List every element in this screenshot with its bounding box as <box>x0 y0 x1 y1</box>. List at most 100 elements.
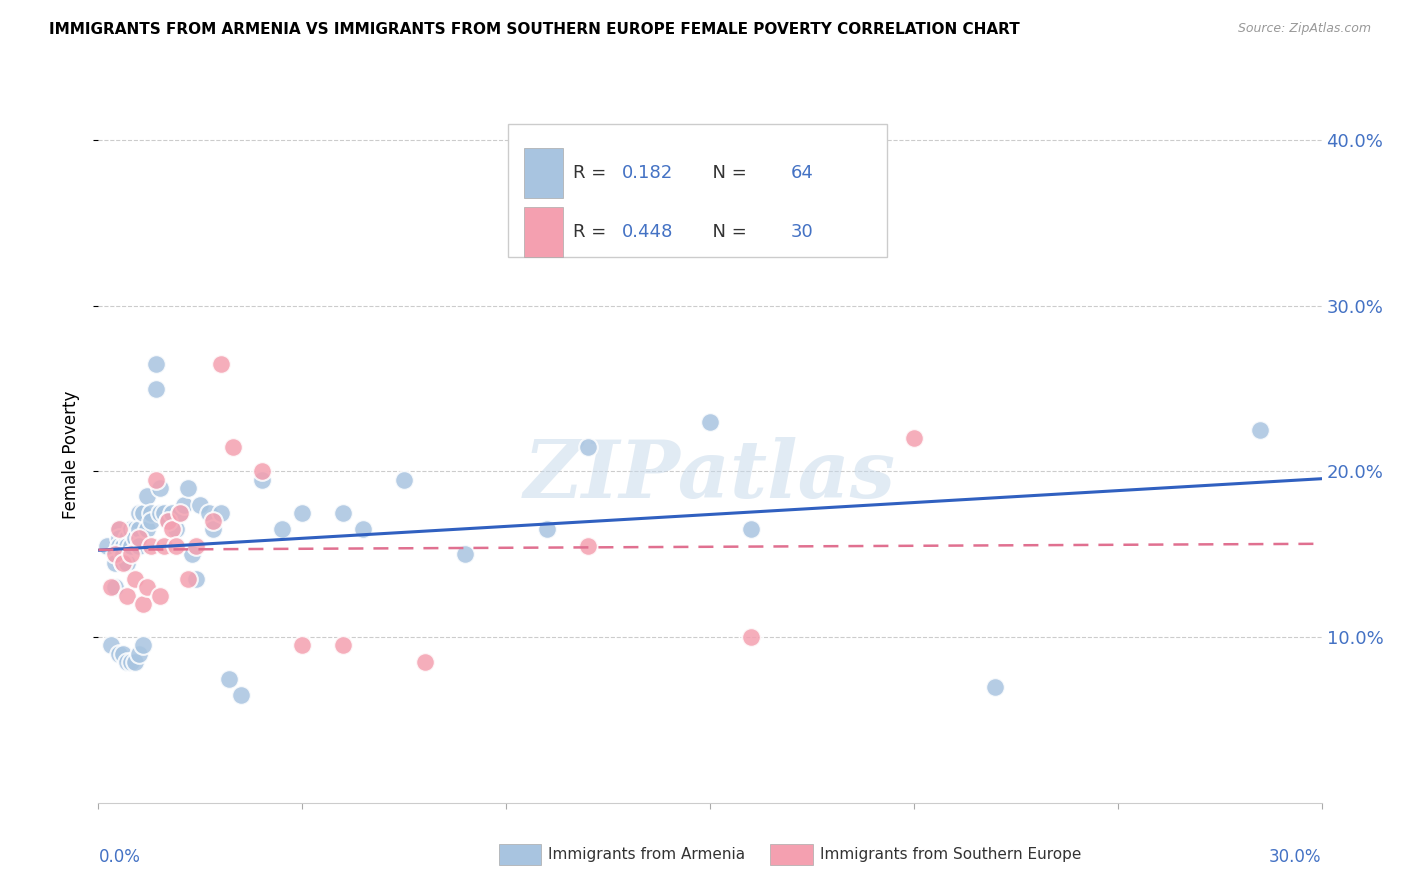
Point <box>100 581 122 595</box>
Text: 0.182: 0.182 <box>621 164 673 182</box>
Point <box>156 514 179 528</box>
Point <box>149 589 172 603</box>
Point <box>156 514 179 528</box>
Point <box>201 514 224 528</box>
Point <box>177 572 200 586</box>
Point <box>454 547 477 561</box>
Y-axis label: Female Poverty: Female Poverty <box>62 391 80 519</box>
Point <box>165 539 187 553</box>
Point <box>576 440 599 454</box>
Point <box>291 639 314 653</box>
Point <box>222 440 245 454</box>
Point <box>169 506 191 520</box>
Point <box>124 531 146 545</box>
Point <box>120 523 142 537</box>
Point <box>120 547 142 561</box>
Point <box>160 523 183 537</box>
Point <box>104 547 127 561</box>
Point <box>209 506 232 520</box>
Point <box>231 688 253 702</box>
Point <box>181 547 204 561</box>
FancyBboxPatch shape <box>524 148 564 198</box>
Point <box>145 357 167 371</box>
Point <box>120 539 142 553</box>
Point <box>128 523 150 537</box>
Point <box>149 481 172 495</box>
Text: 30.0%: 30.0% <box>1270 848 1322 866</box>
Point <box>128 539 150 553</box>
Point <box>270 523 294 537</box>
Point <box>100 639 122 653</box>
Point <box>145 473 167 487</box>
Point <box>903 431 925 445</box>
Point <box>124 655 146 669</box>
Point <box>111 556 134 570</box>
Point <box>115 531 138 545</box>
Text: 0.448: 0.448 <box>621 223 673 241</box>
Point <box>111 539 134 553</box>
Point <box>186 539 208 553</box>
Point <box>141 514 163 528</box>
Point <box>111 556 134 570</box>
Point <box>108 647 131 661</box>
FancyBboxPatch shape <box>508 125 887 257</box>
Point <box>740 630 762 644</box>
Point <box>291 506 314 520</box>
Text: 64: 64 <box>790 164 814 182</box>
Point <box>108 539 131 553</box>
Point <box>740 523 762 537</box>
Text: 0.0%: 0.0% <box>98 848 141 866</box>
Point <box>132 597 155 611</box>
Point <box>104 581 127 595</box>
Point <box>141 506 163 520</box>
Text: N =: N = <box>702 223 754 241</box>
Point <box>209 357 232 371</box>
Point <box>115 589 138 603</box>
Text: Immigrants from Armenia: Immigrants from Armenia <box>548 847 745 862</box>
Point <box>96 539 118 553</box>
Point <box>160 506 183 520</box>
Point <box>124 572 146 586</box>
Point <box>197 506 219 520</box>
Point <box>104 556 127 570</box>
Point <box>332 506 354 520</box>
FancyBboxPatch shape <box>524 207 564 257</box>
Point <box>188 498 212 512</box>
Point <box>352 523 374 537</box>
Point <box>136 523 159 537</box>
Point <box>115 655 138 669</box>
Point <box>120 655 142 669</box>
Text: N =: N = <box>702 164 754 182</box>
Point <box>152 506 174 520</box>
Point <box>128 647 150 661</box>
Point <box>1249 423 1271 437</box>
Point <box>177 481 200 495</box>
Point <box>111 547 134 561</box>
Point <box>250 473 273 487</box>
Point <box>132 639 155 653</box>
Point <box>136 489 159 503</box>
Text: IMMIGRANTS FROM ARMENIA VS IMMIGRANTS FROM SOUTHERN EUROPE FEMALE POVERTY CORREL: IMMIGRANTS FROM ARMENIA VS IMMIGRANTS FR… <box>49 22 1019 37</box>
Point <box>332 639 354 653</box>
Point <box>201 523 224 537</box>
Point <box>413 655 436 669</box>
Point <box>128 531 150 545</box>
Point <box>169 506 191 520</box>
Point <box>699 415 721 429</box>
Point <box>132 506 155 520</box>
Point <box>111 647 134 661</box>
Point <box>576 539 599 553</box>
Point <box>250 465 273 479</box>
Text: Immigrants from Southern Europe: Immigrants from Southern Europe <box>820 847 1081 862</box>
Text: R =: R = <box>574 223 612 241</box>
Text: Source: ZipAtlas.com: Source: ZipAtlas.com <box>1237 22 1371 36</box>
Point <box>173 498 195 512</box>
Point <box>218 672 240 686</box>
Text: R =: R = <box>574 164 612 182</box>
Point <box>152 539 174 553</box>
Point <box>124 523 146 537</box>
Point <box>149 506 172 520</box>
Point <box>186 572 208 586</box>
Point <box>392 473 416 487</box>
Point <box>108 523 131 537</box>
